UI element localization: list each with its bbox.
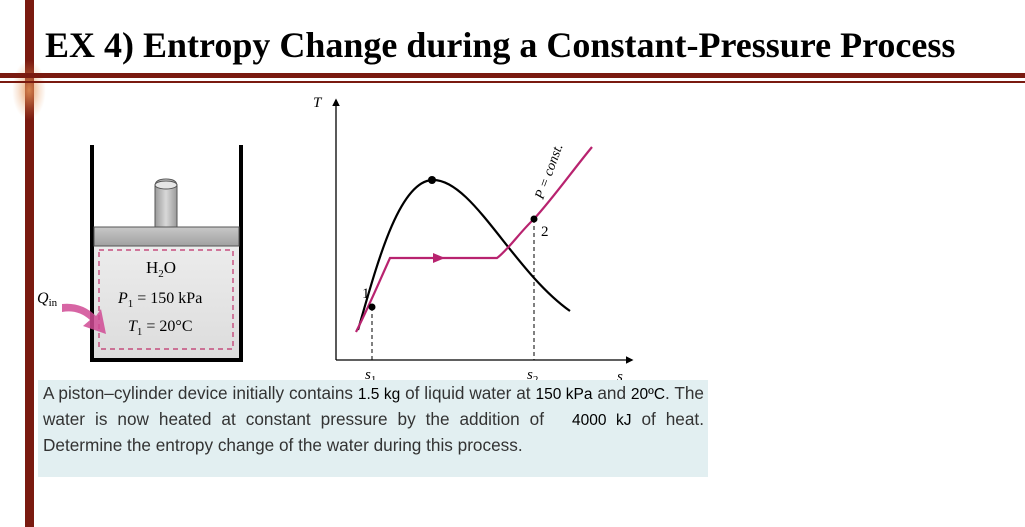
state1-label: 1: [362, 286, 370, 302]
title-rule-thick: [0, 73, 1025, 78]
temperature-value: 20ºC: [630, 386, 666, 403]
mass-value: 1.5 kg: [357, 386, 401, 403]
t-axis-label: T: [313, 95, 323, 111]
initial-temperature-label: T1 = 20°C: [128, 318, 193, 338]
critical-point: [428, 176, 436, 184]
problem-statement: A piston–cylinder device initially conta…: [38, 380, 708, 477]
s-axis-label: s: [617, 369, 623, 385]
pressure-value: 150 kPa: [535, 386, 593, 403]
isobar-label: P = const.: [532, 142, 566, 202]
problem-text-1: A piston–cylinder device initially conta…: [43, 383, 358, 403]
heat-input-label: Qin: [37, 290, 58, 309]
initial-pressure-label: P1 = 150 kPa: [117, 290, 202, 310]
piston-rod-top: [154, 180, 178, 190]
isobar-direction-arrow: [433, 253, 445, 263]
ts-diagram: T s 1 2 s1 s2 P = const.: [313, 95, 634, 386]
cylinder-system-boundary: [98, 249, 234, 350]
saturation-dome: [356, 178, 571, 331]
problem-text-3: and: [592, 383, 631, 403]
slide-title: EX 4) Entropy Change during a Constant-P…: [45, 25, 956, 65]
decorative-glow: [12, 60, 46, 120]
heat-input-arrow: [62, 303, 106, 334]
problem-text-5: of heat. Determine the entropy change of…: [43, 409, 704, 455]
problem-text-4: . The water is now heated at constant pr…: [43, 383, 704, 429]
state1-point: [368, 303, 376, 311]
heat-value: 4000 kJ: [571, 412, 632, 429]
constant-pressure-line: [355, 146, 593, 333]
title-rule-thin: [0, 81, 1025, 83]
substance-label: H2O: [146, 258, 176, 280]
piston: [93, 226, 240, 247]
problem-text-2: of liquid water at: [405, 383, 536, 403]
cylinder-gas: [92, 246, 241, 360]
piston-cylinder-device: H2O P1 = 150 kPa T1 = 20°C Qin: [37, 145, 243, 362]
left-accent-bar: [25, 0, 34, 527]
state2-point: [530, 215, 538, 223]
cylinder-walls: [90, 145, 243, 362]
state2-label: 2: [541, 224, 549, 240]
